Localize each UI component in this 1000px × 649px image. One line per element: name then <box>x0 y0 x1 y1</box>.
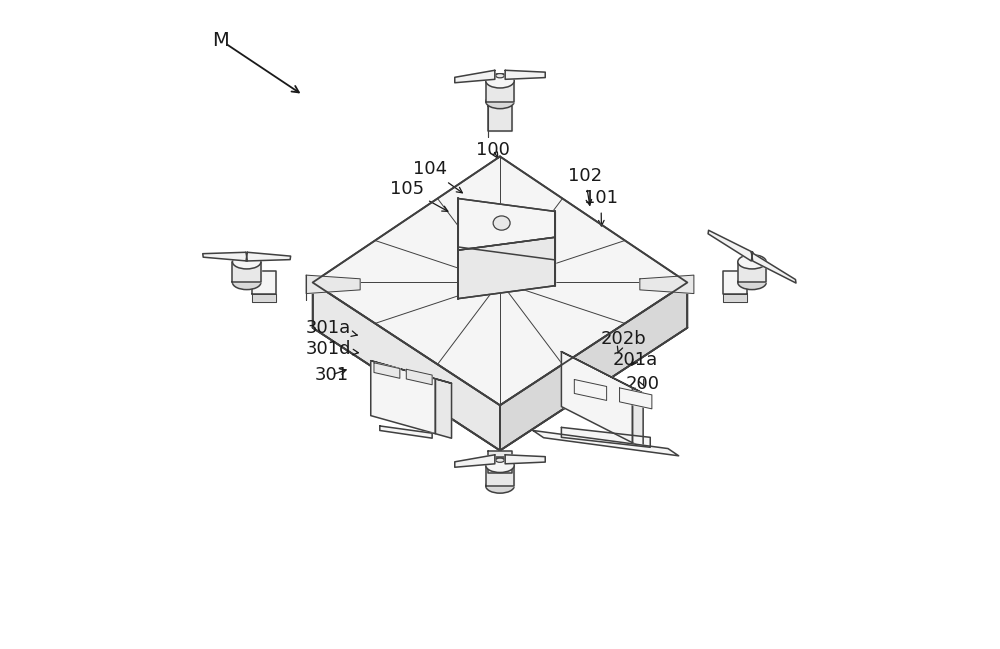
Text: 100: 100 <box>476 141 510 159</box>
Polygon shape <box>306 275 360 293</box>
Ellipse shape <box>232 254 261 269</box>
Polygon shape <box>486 81 514 101</box>
Polygon shape <box>723 271 747 294</box>
Polygon shape <box>488 106 512 131</box>
Polygon shape <box>455 455 495 467</box>
Polygon shape <box>486 465 514 486</box>
Text: M: M <box>212 31 229 50</box>
Polygon shape <box>533 430 679 456</box>
Polygon shape <box>252 294 276 302</box>
Polygon shape <box>561 352 632 443</box>
Polygon shape <box>561 352 643 393</box>
Polygon shape <box>374 363 400 378</box>
Ellipse shape <box>486 458 514 472</box>
Polygon shape <box>458 199 555 250</box>
Text: 104: 104 <box>413 160 462 193</box>
Polygon shape <box>620 388 652 409</box>
Ellipse shape <box>242 254 251 259</box>
Polygon shape <box>313 282 500 450</box>
Ellipse shape <box>738 254 766 269</box>
Polygon shape <box>738 262 766 282</box>
Polygon shape <box>561 428 650 447</box>
Polygon shape <box>632 388 643 448</box>
Polygon shape <box>574 380 607 400</box>
Polygon shape <box>505 70 545 79</box>
Polygon shape <box>458 238 555 299</box>
Text: 202b: 202b <box>600 330 646 353</box>
Polygon shape <box>505 455 545 464</box>
Polygon shape <box>380 426 432 438</box>
Text: 301a: 301a <box>306 319 357 337</box>
Ellipse shape <box>486 95 514 108</box>
Polygon shape <box>708 230 753 261</box>
Polygon shape <box>488 450 512 473</box>
Ellipse shape <box>493 216 510 230</box>
Polygon shape <box>723 294 747 302</box>
Polygon shape <box>406 369 432 385</box>
Text: 101: 101 <box>584 190 618 226</box>
Polygon shape <box>232 262 261 282</box>
Polygon shape <box>751 252 796 283</box>
Text: 105: 105 <box>390 180 448 212</box>
Ellipse shape <box>738 275 766 289</box>
Polygon shape <box>371 361 452 384</box>
Polygon shape <box>500 282 687 450</box>
Ellipse shape <box>486 74 514 88</box>
Text: 200: 200 <box>626 375 660 393</box>
Polygon shape <box>246 252 291 261</box>
Ellipse shape <box>496 73 504 78</box>
Polygon shape <box>371 361 435 434</box>
Ellipse shape <box>232 275 261 289</box>
Polygon shape <box>640 275 694 293</box>
Text: 102: 102 <box>568 167 602 205</box>
Text: 201a: 201a <box>613 351 658 369</box>
Text: 301: 301 <box>315 366 349 384</box>
Polygon shape <box>313 156 687 405</box>
Polygon shape <box>488 457 512 481</box>
Ellipse shape <box>486 479 514 493</box>
Polygon shape <box>435 379 452 438</box>
Polygon shape <box>252 271 276 294</box>
Text: 301d: 301d <box>306 340 358 358</box>
Ellipse shape <box>748 254 756 259</box>
Polygon shape <box>203 252 247 261</box>
Ellipse shape <box>496 458 504 462</box>
Polygon shape <box>455 70 495 83</box>
